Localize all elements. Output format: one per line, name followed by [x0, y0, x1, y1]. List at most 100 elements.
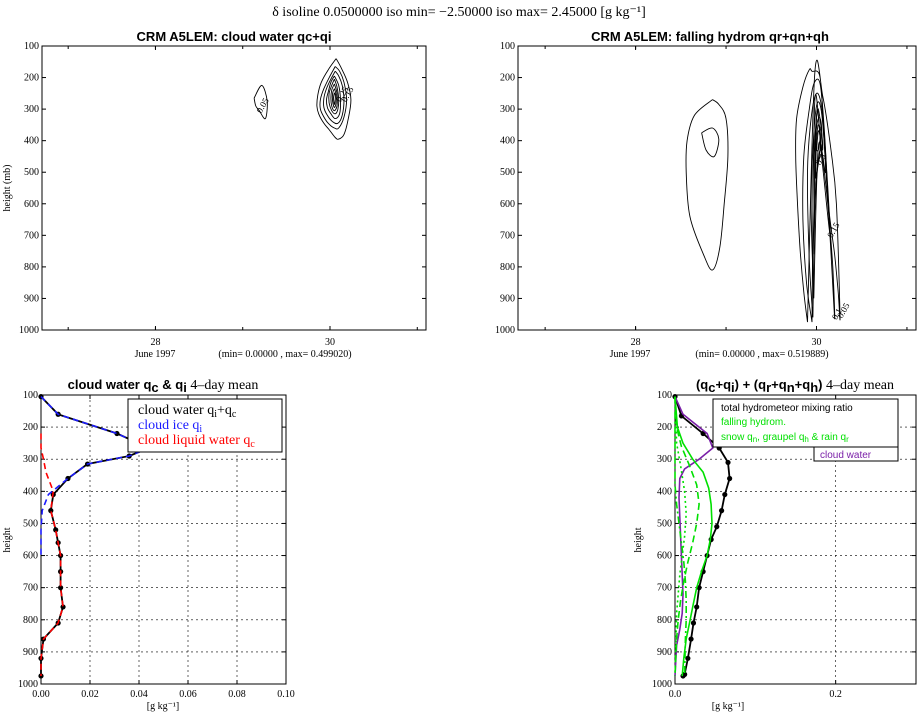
contour-line: [331, 88, 337, 108]
data-point: [718, 508, 725, 514]
y-tick-label: 200: [23, 422, 38, 433]
contour-line: [323, 70, 345, 125]
contour-lines: 0.050.150.25: [253, 58, 356, 140]
figure-title: δ isoline 0.0500000 iso min= −2.50000 is…: [272, 5, 646, 20]
legend-entry-falling: falling hydrom.: [721, 417, 786, 428]
y-tick-label: 100: [23, 390, 38, 401]
minmax-text: (min= 0.00000 , max= 0.519889): [695, 349, 828, 360]
contour-label: 0.1: [830, 307, 844, 322]
data-point: [714, 524, 720, 530]
y-tick-label: 900: [657, 647, 672, 658]
y-tick-label: 700: [657, 583, 672, 594]
plot-frame: [517, 45, 917, 331]
y-tick-label: 400: [24, 136, 39, 147]
y-axis-label: height: [2, 527, 13, 552]
y-tick-label: 1000: [18, 679, 38, 690]
data-point: [60, 604, 66, 610]
data-point: [694, 604, 700, 610]
x-tick-label: 30: [325, 337, 335, 348]
panel-title: (qc+qi) + (qr+qn+qh) 4–day mean: [696, 377, 894, 395]
series-line-cloud-water: [674, 396, 714, 677]
data-point: [722, 491, 728, 498]
contour-line: [810, 101, 827, 299]
series-line-snow: [674, 396, 700, 677]
y-tick-label: 300: [500, 104, 515, 115]
legend-entry-cloud-ice: cloud ice qi: [138, 418, 202, 435]
panel-cloud-water-profile: cloud water qc & qi 4–day mean height [g…: [2, 377, 295, 712]
series-line-falling-hydrom-: [674, 396, 713, 677]
contour-line: [319, 66, 348, 130]
panel-falling-hydrom-contour: CRM A5LEM: falling hydrom qr+qn+qh June …: [495, 29, 917, 360]
legend-entry-cloud-liquid: cloud liquid water qc: [138, 433, 255, 450]
x-tick-label: 0.08: [228, 689, 246, 700]
y-tick-label: 700: [24, 230, 39, 241]
x-tick-label: 0.0: [669, 689, 682, 700]
x-axis-label: [g kg⁻¹]: [147, 701, 179, 712]
y-tick-label: 800: [23, 615, 38, 626]
data-point: [688, 636, 694, 642]
x-axis-label: [g kg⁻¹]: [712, 701, 744, 712]
plot-frame: [674, 394, 917, 685]
y-tick-label: 200: [657, 422, 672, 433]
data-point: [58, 585, 64, 591]
panel-cloud-water-contour: CRM A5LEM: cloud water qc+qi height (mb)…: [2, 29, 427, 360]
x-axis-label: June 1997: [610, 349, 651, 360]
contour-line: [685, 99, 729, 271]
x-tick-label: 0.00: [32, 689, 50, 700]
contour-lines: 0.050.10.150.3: [685, 59, 852, 323]
legend-entry-cloud-water: cloud water: [820, 450, 872, 461]
y-tick-label: 100: [500, 41, 515, 52]
contour-line: [814, 117, 823, 211]
y-tick-label: 300: [657, 454, 672, 465]
data-point: [53, 527, 59, 533]
legend-box: [712, 398, 899, 448]
legend-entry-cloud-water: cloud water qi+qc: [138, 403, 237, 420]
contour-line: [815, 124, 822, 179]
y-tick-label: 700: [23, 583, 38, 594]
y-tick-label: 900: [24, 293, 39, 304]
y-tick-label: 500: [24, 167, 39, 178]
axis-ticks: 100 200 300 400 500 600 700 800 900 1000 28 30: [495, 41, 916, 348]
y-tick-label: 500: [23, 518, 38, 529]
x-tick-label: 28: [631, 337, 641, 348]
data-point: [727, 475, 733, 482]
y-tick-label: 400: [500, 136, 515, 147]
y-tick-label: 200: [500, 73, 515, 84]
x-axis-label: June 1997: [135, 349, 176, 360]
y-tick-label: 900: [23, 647, 38, 658]
legend-box: [127, 398, 283, 453]
data-point: [725, 459, 731, 466]
data-point: [48, 508, 54, 514]
y-tick-label: 600: [500, 199, 515, 210]
panel-total-hydrometeor-profile: (qc+qi) + (qr+qn+qh) 4–day mean height […: [633, 377, 917, 712]
y-tick-label: 300: [23, 454, 38, 465]
x-tick-label: 0.04: [130, 689, 148, 700]
y-tick-label: 800: [500, 262, 515, 273]
y-tick-label: 500: [657, 518, 672, 529]
y-tick-label: 100: [24, 41, 39, 52]
contour-label: 0.05: [254, 96, 271, 115]
y-tick-label: 200: [24, 73, 39, 84]
contour-label: 0.15: [825, 220, 842, 239]
legend-box-cloud-water: [813, 446, 899, 462]
plot-frame: [41, 45, 427, 331]
contour-line: [333, 92, 336, 105]
x-tick-label: 30: [812, 337, 822, 348]
y-tick-label: 800: [657, 615, 672, 626]
y-tick-label: 600: [24, 199, 39, 210]
series-line-rain: [674, 396, 687, 677]
x-tick-label: 0.2: [829, 689, 842, 700]
x-tick-label: 0.10: [277, 689, 295, 700]
y-tick-label: 400: [23, 486, 38, 497]
contour-line: [316, 58, 352, 140]
y-tick-label: 700: [500, 230, 515, 241]
y-axis-label: height (mb): [2, 165, 13, 212]
series-line-graupel: [674, 396, 688, 677]
y-tick-label: 400: [657, 486, 672, 497]
panel-title: CRM A5LEM: falling hydrom qr+qn+qh: [591, 29, 829, 44]
series-line-cloud-liquid-water-qc: [40, 433, 64, 676]
data-point: [690, 620, 697, 626]
contour-line: [816, 130, 821, 152]
x-tick-label: 0.06: [179, 689, 197, 700]
